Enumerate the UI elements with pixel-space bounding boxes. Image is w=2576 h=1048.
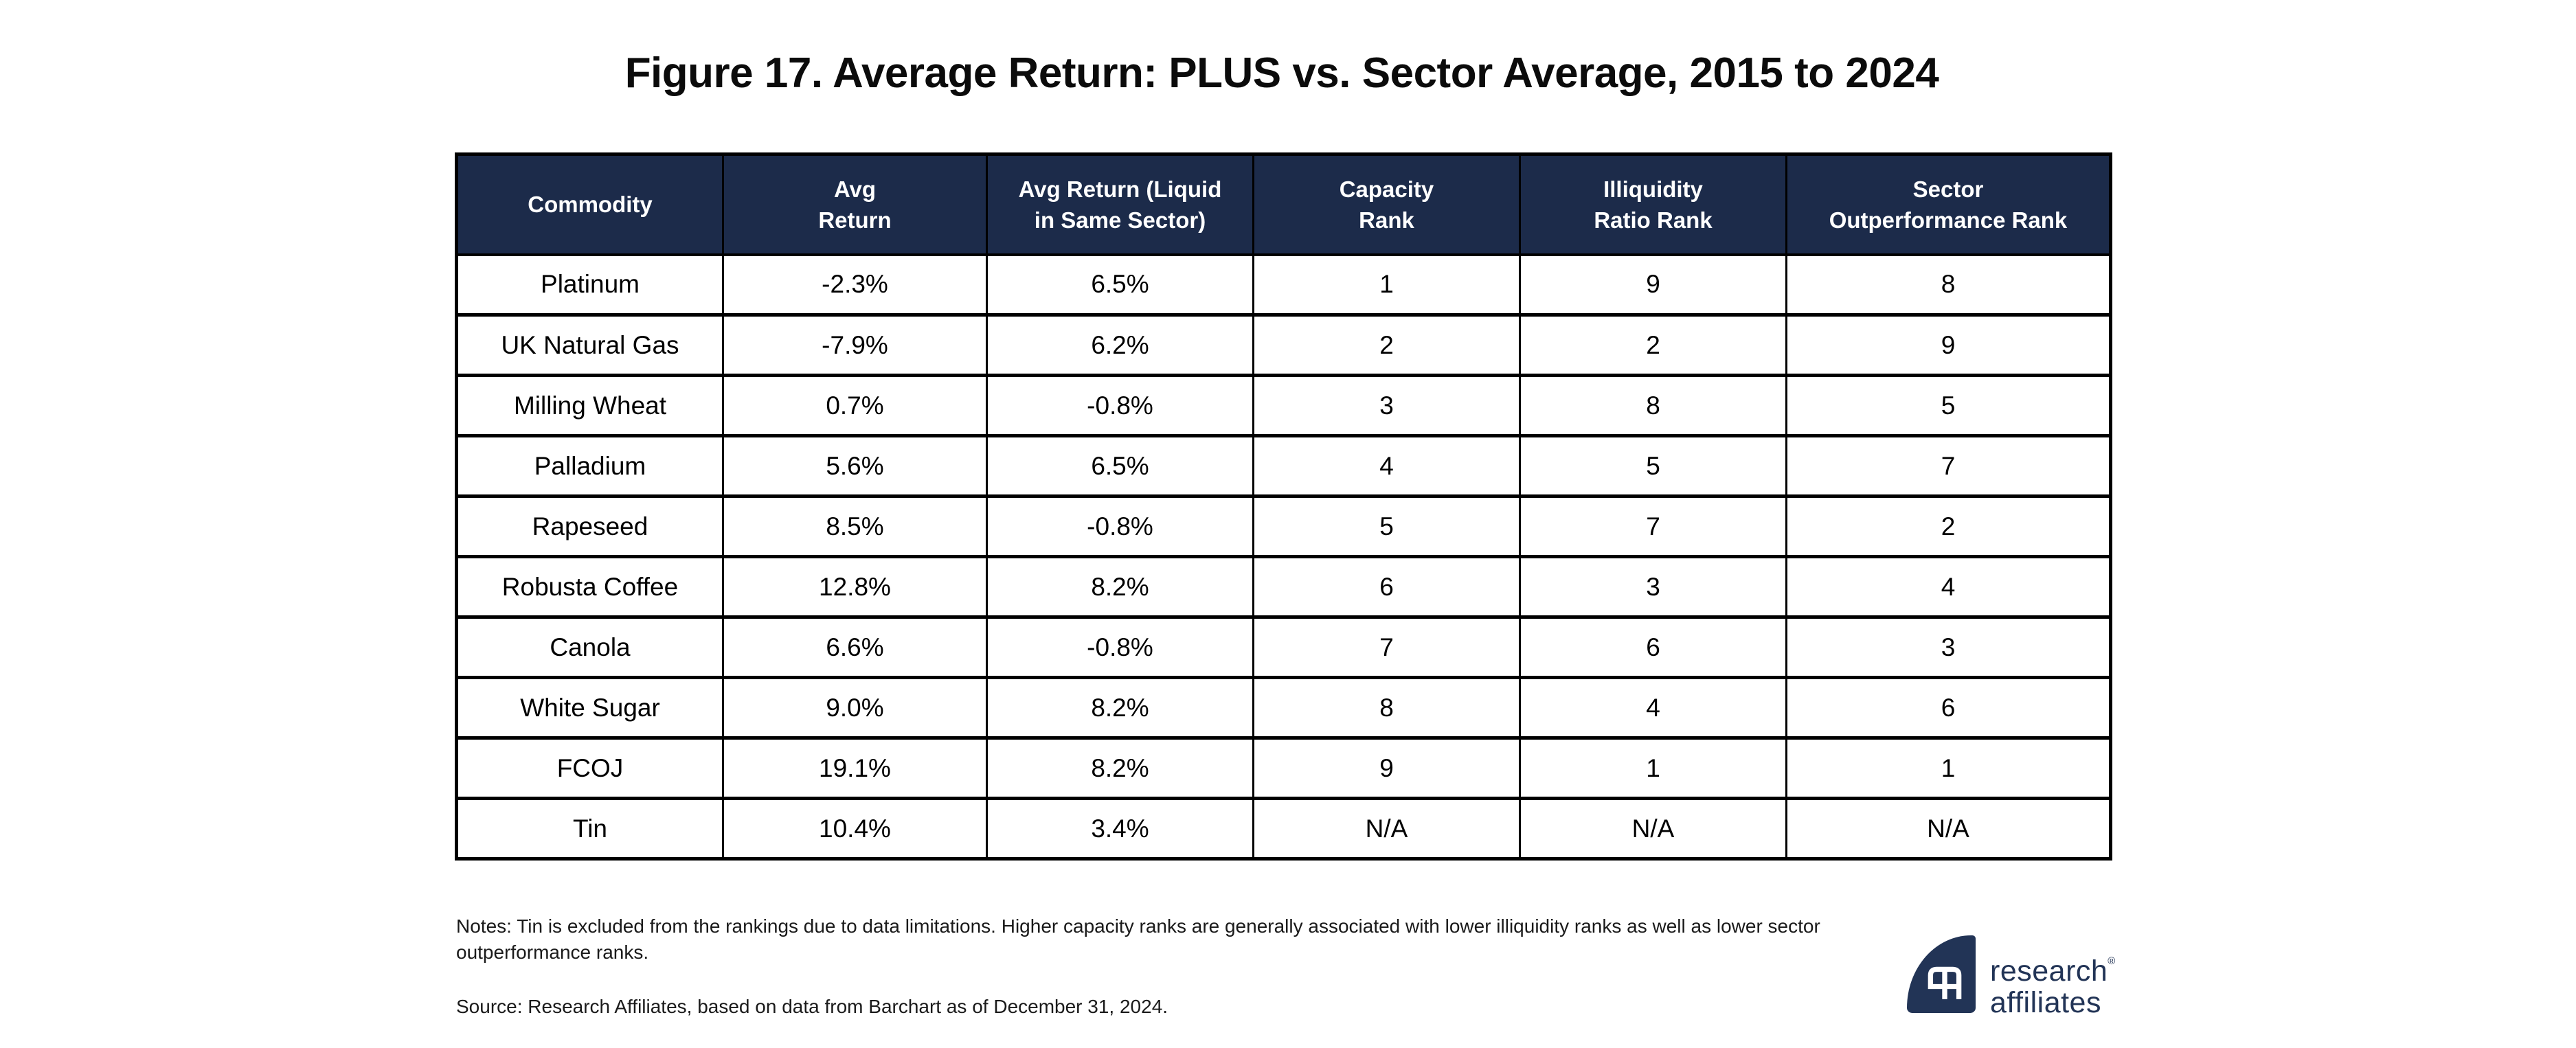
table-cell: FCOJ [456,736,723,799]
figure-title: Figure 17. Average Return: PLUS vs. Sect… [624,49,1939,97]
table-cell: 7 [1519,494,1787,557]
table-cell: 3 [1252,374,1520,436]
table-row-tin: Tin 10.4% 3.4% N/A N/A N/A [456,797,2111,859]
table-cell: 9 [1785,313,2111,376]
table-cell: 0.7% [722,374,987,436]
col-header-avg-return: Avg Return [722,154,987,256]
table-cell: 6 [1785,676,2111,738]
table-cell: 6 [1519,615,1787,678]
table-cell: 10.4% [722,797,987,859]
col-header-avg-return-liquid: Avg Return (Liquid in Same Sector) [986,154,1254,256]
table-row-fcoj: FCOJ 19.1% 8.2% 9 1 1 [456,736,2111,799]
table-cell: 1 [1252,254,1520,315]
table-row-robusta-coffee: Robusta Coffee 12.8% 8.2% 6 3 4 [456,555,2111,617]
col-header-capacity-rank: Capacity Rank [1252,154,1520,256]
table-cell: 6.5% [986,254,1254,315]
table-cell: 8 [1519,374,1787,436]
logo-wordmark: research® affiliates [1990,946,2115,1018]
notes-text: Notes: Tin is excluded from the rankings… [456,915,1820,963]
table-cell: 4 [1252,434,1520,497]
table-cell: Palladium [456,434,723,497]
data-table: Commodity Avg Return Avg Return (Liquid … [455,152,2112,861]
table-cell: 2 [1785,494,2111,557]
table-cell: 3 [1785,615,2111,678]
table-cell: 8.2% [986,736,1254,799]
table-cell: 3 [1519,555,1787,617]
table-cell: Robusta Coffee [456,555,723,617]
table-cell: 9.0% [722,676,987,738]
ra-monogram-icon [1928,966,1962,999]
table-cell: 8.2% [986,555,1254,617]
table-row-white-sugar: White Sugar 9.0% 8.2% 8 4 6 [456,676,2111,738]
table-cell: -0.8% [986,374,1254,436]
table-cell: 4 [1785,555,2111,617]
table-cell: -7.9% [722,313,987,376]
table-row-rapeseed: Rapeseed 8.5% -0.8% 5 7 2 [456,494,2111,557]
registered-trademark-icon: ® [2108,955,2116,967]
table-cell: 6 [1252,555,1520,617]
table-cell: White Sugar [456,676,723,738]
table-cell: 6.5% [986,434,1254,497]
table-cell: 2 [1519,313,1787,376]
source-text: Source: Research Affiliates, based on da… [456,996,1168,1017]
table-cell: Tin [456,797,723,859]
col-header-illiquidity-ratio-rank: Illiquidity Ratio Rank [1519,154,1787,256]
table-cell: N/A [1252,797,1520,859]
table-body: Platinum -2.3% 6.5% 1 9 8 UK Natural Gas… [456,254,2111,859]
table-cell: N/A [1785,797,2111,859]
logo-word-affiliates: affiliates [1990,986,2101,1019]
table-cell: Rapeseed [456,494,723,557]
table-cell: 3.4% [986,797,1254,859]
table-row-uk-natural-gas: UK Natural Gas -7.9% 6.2% 2 2 9 [456,313,2111,376]
col-header-commodity: Commodity [456,154,723,256]
header-row: Commodity Avg Return Avg Return (Liquid … [456,154,2111,256]
table-cell: 5 [1785,374,2111,436]
table-cell: -0.8% [986,494,1254,557]
table-cell: Canola [456,615,723,678]
table-cell: 8.2% [986,676,1254,738]
table-cell: 8 [1785,254,2111,315]
table-cell: 6.2% [986,313,1254,376]
table-cell: N/A [1519,797,1787,859]
table-row-milling-wheat: Milling Wheat 0.7% -0.8% 3 8 5 [456,374,2111,436]
table-cell: 19.1% [722,736,987,799]
research-affiliates-logo: research® affiliates [1907,934,2127,1018]
table-cell: 1 [1519,736,1787,799]
table-cell: 2 [1252,313,1520,376]
table-row-platinum: Platinum -2.3% 6.5% 1 9 8 [456,254,2111,315]
table-cell: UK Natural Gas [456,313,723,376]
table-cell: 12.8% [722,555,987,617]
table-cell: 4 [1519,676,1787,738]
table-cell: -2.3% [722,254,987,315]
table-cell: 8 [1252,676,1520,738]
table-row-canola: Canola 6.6% -0.8% 7 6 3 [456,615,2111,678]
table-cell: 7 [1252,615,1520,678]
table-row-palladium: Palladium 5.6% 6.5% 4 5 7 [456,434,2111,497]
logo-word-research: research® [1990,955,2116,988]
table-cell: -0.8% [986,615,1254,678]
table-cell: 6.6% [722,615,987,678]
table-cell: 9 [1519,254,1787,315]
table-cell: Platinum [456,254,723,315]
table-cell: 9 [1252,736,1520,799]
table-cell: 1 [1785,736,2111,799]
table-cell: 5 [1519,434,1787,497]
table-cell: 5.6% [722,434,987,497]
table-header: Commodity Avg Return Avg Return (Liquid … [456,154,2111,256]
table-cell: 7 [1785,434,2111,497]
table-cell: 5 [1252,494,1520,557]
col-header-sector-outperformance-rank: Sector Outperformance Rank [1785,154,2111,256]
table-cell: Milling Wheat [456,374,723,436]
table-cell: 8.5% [722,494,987,557]
logo-sail-mark [1907,935,1976,1013]
